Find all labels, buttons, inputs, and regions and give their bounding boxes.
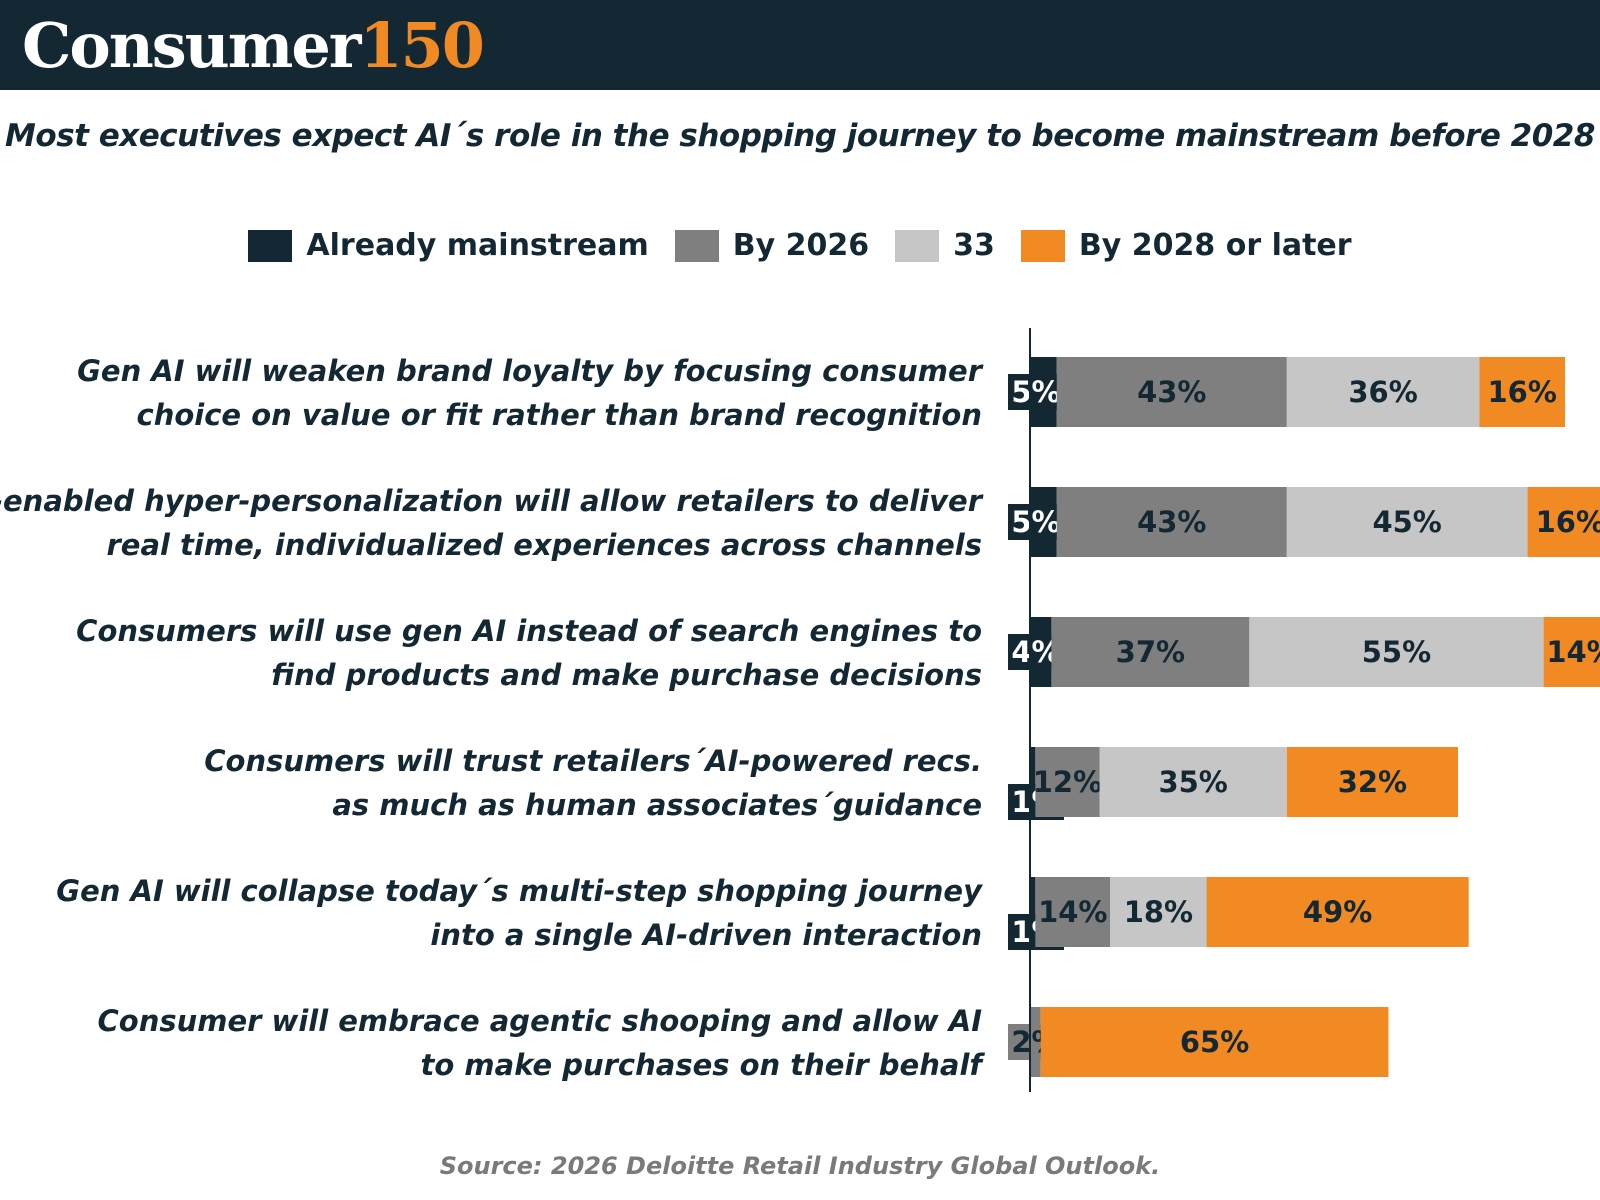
bar-mid-1 <box>1286 487 1528 557</box>
data-label-2026-1: 43% <box>1137 505 1206 539</box>
data-label-mid-3: 35% <box>1158 765 1227 799</box>
bar-already-3 <box>1030 747 1036 817</box>
legend-swatch-already <box>248 229 293 262</box>
chart-legend: Already mainstream By 2026 33 By 2028 or… <box>0 228 1600 263</box>
category-label-4-0: Gen AI will collapse today´s multi-step … <box>56 874 983 908</box>
brand-logo: Consumer150 <box>22 6 485 86</box>
legend-swatch-33 <box>895 229 940 262</box>
data-label-mid-2: 55% <box>1362 635 1431 669</box>
data-label-mid-1: 45% <box>1372 505 1441 539</box>
category-label-5-1: to make purchases on their behalf <box>421 1048 986 1082</box>
data-label-2026-4: 14% <box>1038 895 1107 929</box>
legend-swatch-2026 <box>674 229 719 262</box>
data-label-2026-0: 43% <box>1137 375 1206 409</box>
data-label-2028-5: 65% <box>1180 1025 1249 1059</box>
category-label-3-1: as much as human associates´guidance <box>332 788 982 822</box>
small-label-tag-already-0 <box>1008 374 1064 410</box>
data-label-2028-4: 49% <box>1303 895 1372 929</box>
category-label-1-1: real time, individualized experiences ac… <box>106 528 982 562</box>
brand-number: 150 <box>359 9 484 82</box>
category-label-0-1: choice on value or fit rather than brand… <box>137 398 982 432</box>
data-label-already-1: 5% <box>1011 505 1060 539</box>
bar-mid-4 <box>1110 877 1207 947</box>
data-label-2026-3: 12% <box>1033 765 1102 799</box>
data-label-2028-0: 16% <box>1487 375 1556 409</box>
legend-label-2028: By 2028 or later <box>1078 228 1352 263</box>
bar-2026-1 <box>1056 487 1287 557</box>
data-label-2028-2: 14% <box>1546 635 1600 669</box>
legend-label-33: 33 <box>953 228 995 263</box>
category-label-5-0: Consumer will embrace agentic shooping a… <box>98 1004 983 1038</box>
data-label-mid-4: 18% <box>1124 895 1193 929</box>
legend-item-already: Already mainstream <box>248 228 649 263</box>
legend-swatch-2028 <box>1020 229 1065 262</box>
bar-2028-0 <box>1479 357 1565 427</box>
data-label-2028-1: 16% <box>1536 505 1600 539</box>
category-label-1-0: AI-enabled hyper-personalization will al… <box>0 484 984 518</box>
category-label-4-1: into a single AI-driven interaction <box>430 918 982 952</box>
bar-mid-2 <box>1249 617 1544 687</box>
bar-2026-3 <box>1035 747 1100 817</box>
bar-2026-0 <box>1056 357 1287 427</box>
bar-2026-2 <box>1051 617 1250 687</box>
legend-item-2028: By 2028 or later <box>1020 228 1352 263</box>
brand-word: Consumer <box>22 9 361 82</box>
legend-item-33: 33 <box>895 228 995 263</box>
category-label-2-1: find products and make purchase decision… <box>271 658 982 692</box>
bar-2028-1 <box>1527 487 1600 557</box>
category-label-0-0: Gen AI will weaken brand loyalty by focu… <box>77 354 984 388</box>
legend-label-already: Already mainstream <box>306 228 649 263</box>
bar-2028-4 <box>1206 877 1469 947</box>
bar-2026-4 <box>1035 877 1111 947</box>
small-label-tag-already-1 <box>1008 504 1064 540</box>
bar-mid-3 <box>1099 747 1287 817</box>
data-label-mid-0: 36% <box>1348 375 1417 409</box>
source-note: Source: 2026 Deloitte Retail Industry Gl… <box>439 1152 1161 1180</box>
bar-mid-0 <box>1286 357 1480 427</box>
legend-item-2026: By 2026 <box>674 228 870 263</box>
data-label-2026-2: 37% <box>1116 635 1185 669</box>
header-bar: Consumer150 <box>0 0 1600 90</box>
bar-2028-3 <box>1286 747 1458 817</box>
bar-2028-5 <box>1040 1007 1389 1077</box>
bar-2028-2 <box>1543 617 1600 687</box>
stacked-bar-chart: Gen AI will weaken brand loyalty by focu… <box>0 328 1600 1092</box>
legend-label-2026: By 2026 <box>732 228 870 263</box>
category-label-3-0: Consumers will trust retailers´AI-powere… <box>204 744 982 778</box>
data-label-already-0: 5% <box>1011 375 1060 409</box>
category-label-2-0: Consumers will use gen AI instead of sea… <box>76 614 982 648</box>
chart-title: Most executives expect AI´s role in the … <box>5 118 1595 154</box>
bar-already-4 <box>1030 877 1036 947</box>
data-label-2028-3: 32% <box>1338 765 1407 799</box>
